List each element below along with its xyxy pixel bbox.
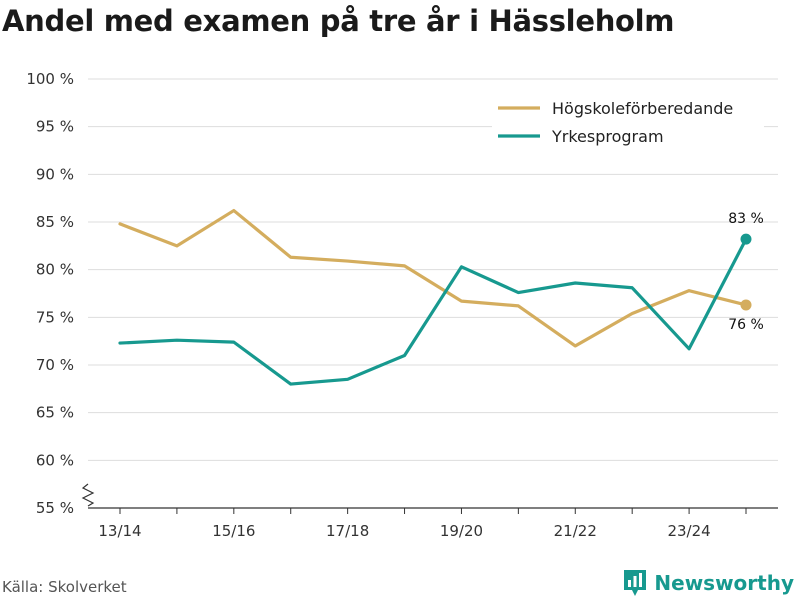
y-tick-label: 85 % — [36, 213, 74, 231]
x-axis-labels: 13/14 15/16 17/18 19/20 21/22 23/24 — [98, 522, 710, 540]
legend-label: Yrkesprogram — [551, 127, 664, 146]
y-tick-label: 60 % — [36, 451, 74, 469]
brand-logo: Newsworthy — [622, 568, 794, 598]
gridlines — [88, 78, 778, 461]
series-endpoint-1 — [740, 233, 752, 245]
x-axis — [81, 483, 778, 514]
chart-title: Andel med examen på tre år i Hässleholm — [2, 4, 675, 38]
source-note: Källa: Skolverket — [2, 578, 127, 596]
end-value-label: 76 % — [728, 317, 764, 333]
y-tick-label: 95 % — [36, 118, 74, 136]
y-tick-label: 90 % — [36, 165, 74, 183]
axis-break-icon — [81, 483, 95, 507]
x-tick-label: 17/18 — [326, 522, 369, 540]
y-tick-label: 70 % — [36, 356, 74, 374]
x-tick-label: 13/14 — [98, 522, 141, 540]
y-axis-labels: 55 % 60 % 65 % 70 % 75 % 80 % 85 % 90 % 95 % 100 … — [26, 70, 74, 517]
x-tick-label: 19/20 — [440, 522, 483, 540]
x-tick-label: 15/16 — [212, 522, 255, 540]
series-endpoint-0 — [740, 299, 752, 311]
series-group: 76 % 83 % — [118, 208, 764, 386]
y-tick-label: 100 % — [26, 70, 74, 88]
y-tick-label: 65 % — [36, 404, 74, 422]
x-tick-label: 21/22 — [554, 522, 597, 540]
y-tick-label: 80 % — [36, 261, 74, 279]
legend-background — [492, 92, 764, 154]
y-tick-label: 55 % — [36, 499, 74, 517]
series-line-0 — [118, 208, 748, 348]
legend: Högskoleförberedande Yrkesprogram — [492, 92, 764, 154]
legend-label: Högskoleförberedande — [552, 99, 733, 118]
y-tick-label: 75 % — [36, 308, 74, 326]
end-value-label: 83 % — [728, 211, 764, 227]
x-tick-label: 23/24 — [667, 522, 710, 540]
newsworthy-logo-icon — [624, 570, 647, 596]
brand-name: Newsworthy — [654, 571, 794, 595]
series-line-1 — [118, 237, 748, 386]
